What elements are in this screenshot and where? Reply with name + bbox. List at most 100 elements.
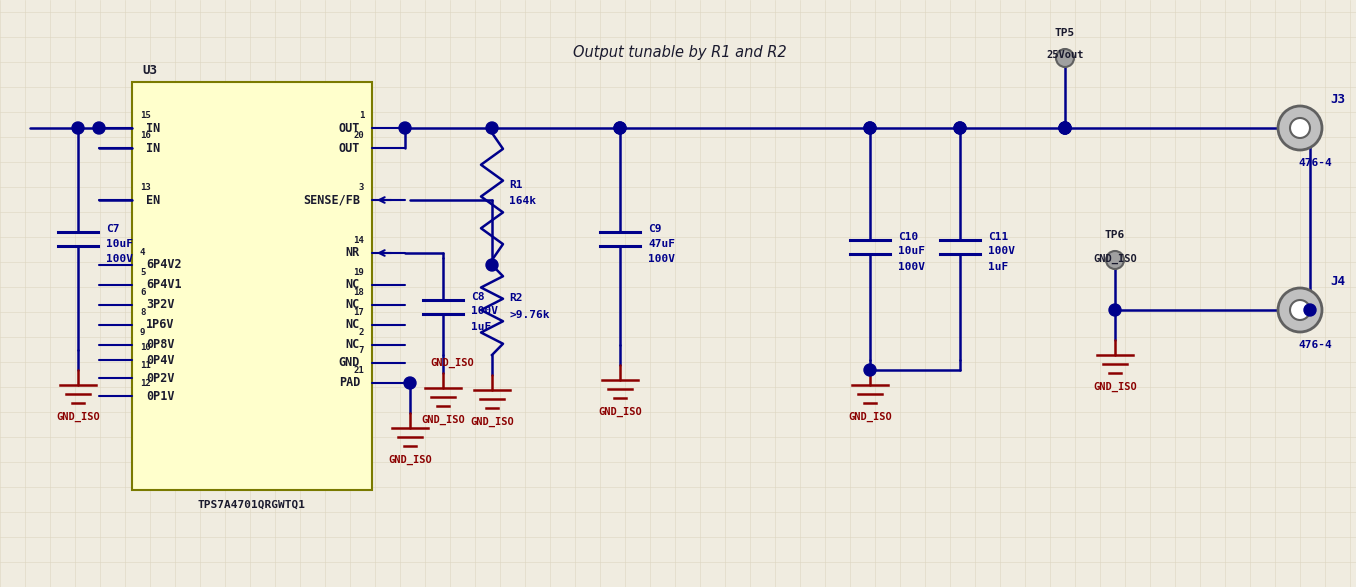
Text: 100V: 100V: [106, 254, 133, 264]
Circle shape: [955, 122, 965, 134]
Text: NC: NC: [346, 299, 359, 312]
Text: 100V: 100V: [471, 306, 498, 316]
Text: GND_ISO: GND_ISO: [598, 407, 641, 417]
Circle shape: [614, 122, 626, 134]
Circle shape: [864, 364, 876, 376]
Text: EN: EN: [146, 194, 160, 207]
Text: 16: 16: [140, 131, 151, 140]
Text: C11: C11: [989, 231, 1009, 241]
Text: R1: R1: [508, 180, 522, 190]
Text: 15: 15: [140, 111, 151, 120]
Circle shape: [1059, 122, 1071, 134]
Text: GND_ISO: GND_ISO: [471, 417, 514, 427]
Text: 10uF: 10uF: [898, 247, 925, 257]
Text: GND_ISO: GND_ISO: [1093, 254, 1136, 264]
Text: 6: 6: [140, 288, 145, 297]
Text: NC: NC: [346, 339, 359, 352]
Text: C7: C7: [106, 224, 119, 234]
Text: 1P6V: 1P6V: [146, 319, 175, 332]
Text: IN: IN: [146, 122, 160, 134]
Text: GND: GND: [339, 356, 359, 369]
Text: 476-4: 476-4: [1298, 158, 1332, 168]
Text: GND_ISO: GND_ISO: [422, 415, 465, 425]
Text: C9: C9: [648, 224, 662, 234]
Text: 4: 4: [140, 248, 145, 257]
Circle shape: [1277, 288, 1322, 332]
Text: 14: 14: [354, 236, 363, 245]
Text: 0P1V: 0P1V: [146, 390, 175, 403]
Circle shape: [864, 122, 876, 134]
Text: OUT: OUT: [339, 122, 359, 134]
Text: R2: R2: [508, 293, 522, 303]
Text: C8: C8: [471, 292, 484, 302]
Text: TP6: TP6: [1105, 230, 1125, 240]
Text: NC: NC: [346, 319, 359, 332]
Circle shape: [1277, 106, 1322, 150]
Text: SENSE/FB: SENSE/FB: [302, 194, 359, 207]
Circle shape: [1106, 251, 1124, 269]
Text: 10uF: 10uF: [106, 239, 133, 249]
Text: GND_ISO: GND_ISO: [1093, 382, 1136, 392]
Text: 18: 18: [354, 288, 363, 297]
Text: 10: 10: [140, 343, 151, 352]
Text: 476-4: 476-4: [1298, 340, 1332, 350]
Text: 2: 2: [358, 328, 363, 337]
Text: 20: 20: [354, 131, 363, 140]
Circle shape: [485, 122, 498, 134]
Text: 164k: 164k: [508, 197, 536, 207]
Circle shape: [1290, 118, 1310, 138]
Text: 17: 17: [354, 308, 363, 317]
Text: 3P2V: 3P2V: [146, 299, 175, 312]
Text: 8: 8: [140, 308, 145, 317]
Text: 11: 11: [140, 361, 151, 370]
Text: 21: 21: [354, 366, 363, 375]
Circle shape: [1304, 304, 1317, 316]
Text: 12: 12: [140, 379, 151, 388]
Text: 0P2V: 0P2V: [146, 372, 175, 384]
FancyBboxPatch shape: [132, 82, 372, 490]
Circle shape: [1109, 304, 1121, 316]
Text: C10: C10: [898, 231, 918, 241]
Circle shape: [404, 377, 416, 389]
Circle shape: [614, 122, 626, 134]
Circle shape: [1059, 122, 1071, 134]
Text: Output tunable by R1 and R2: Output tunable by R1 and R2: [574, 45, 786, 59]
Circle shape: [72, 122, 84, 134]
Text: 6P4V2: 6P4V2: [146, 258, 182, 272]
Text: 6P4V1: 6P4V1: [146, 278, 182, 292]
Circle shape: [1290, 300, 1310, 320]
Text: U3: U3: [142, 64, 157, 77]
Text: >9.76k: >9.76k: [508, 310, 549, 320]
Text: TPS7A4701QRGWTQ1: TPS7A4701QRGWTQ1: [198, 500, 306, 510]
Text: GND_ISO: GND_ISO: [56, 412, 100, 422]
Text: 100V: 100V: [989, 247, 1016, 257]
Circle shape: [864, 122, 876, 134]
Text: 47uF: 47uF: [648, 239, 675, 249]
Circle shape: [399, 122, 411, 134]
Text: 5: 5: [140, 268, 145, 277]
Text: TP5: TP5: [1055, 28, 1075, 38]
Text: J3: J3: [1330, 93, 1345, 106]
Text: GND_ISO: GND_ISO: [848, 412, 892, 422]
Text: 100V: 100V: [648, 254, 675, 264]
Text: 0P8V: 0P8V: [146, 339, 175, 352]
Text: 7: 7: [358, 346, 363, 355]
Text: NC: NC: [346, 278, 359, 292]
Text: 13: 13: [140, 183, 151, 192]
Text: PAD: PAD: [339, 376, 359, 390]
Text: 19: 19: [354, 268, 363, 277]
Circle shape: [1059, 122, 1071, 134]
Circle shape: [94, 122, 104, 134]
Text: OUT: OUT: [339, 141, 359, 154]
Text: 0P4V: 0P4V: [146, 353, 175, 366]
Circle shape: [955, 122, 965, 134]
Text: NR: NR: [346, 247, 359, 259]
Text: GND_ISO: GND_ISO: [388, 455, 431, 465]
Text: IN: IN: [146, 141, 160, 154]
Text: 25Vout: 25Vout: [1047, 50, 1083, 60]
Text: 1: 1: [358, 111, 363, 120]
Text: 1uF: 1uF: [989, 261, 1009, 272]
Text: 100V: 100V: [898, 261, 925, 272]
Text: 9: 9: [140, 328, 145, 337]
Text: 1uF: 1uF: [471, 322, 491, 332]
